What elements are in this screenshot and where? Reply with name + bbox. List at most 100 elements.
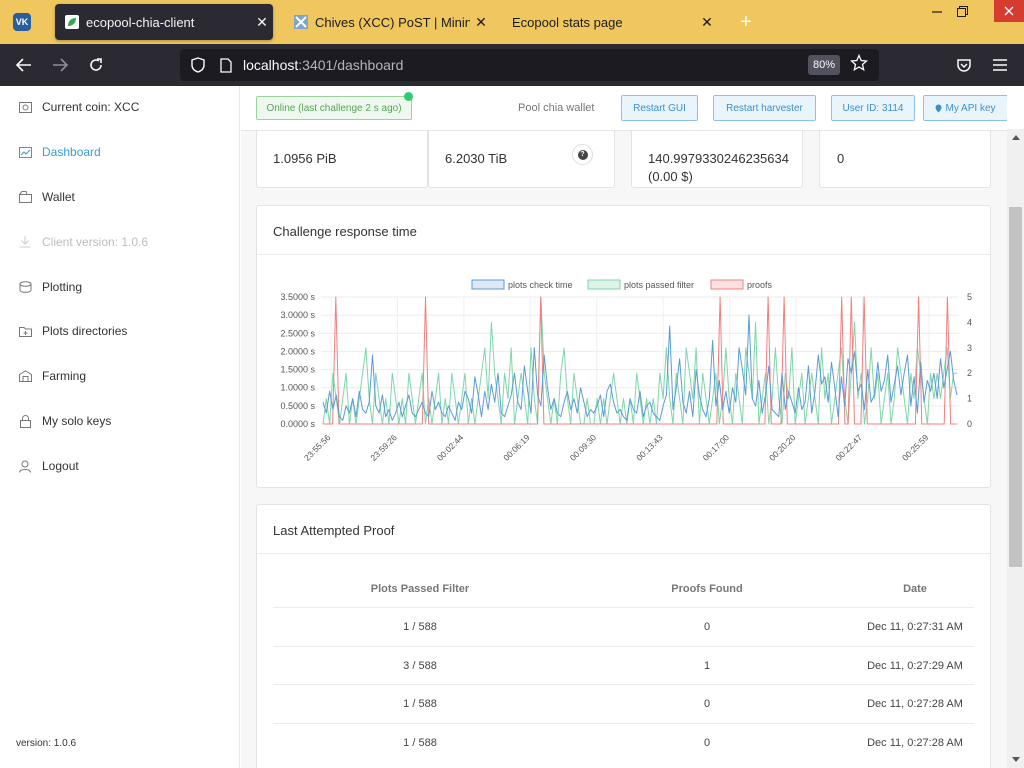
shield-icon[interactable] bbox=[188, 55, 208, 75]
sidebar-item-label: Wallet bbox=[42, 190, 75, 204]
x-tick-label: 00:06:19 bbox=[501, 432, 532, 463]
stat-value: 140.9979330246235634 bbox=[648, 151, 789, 166]
sidebar-item-label: Client version: 1.0.6 bbox=[42, 235, 149, 249]
tab-ecopool-stats[interactable]: Ecopool stats page ✕ bbox=[505, 4, 718, 40]
reload-icon[interactable] bbox=[84, 53, 108, 77]
wallet-icon bbox=[18, 190, 32, 204]
tab-ecopool-client[interactable]: ecopool-chia-client ✕ bbox=[55, 4, 273, 40]
cell-plots-passed: 1 / 588 bbox=[403, 621, 437, 633]
y-right-tick-label: 4 bbox=[967, 317, 972, 327]
user-icon bbox=[18, 459, 32, 473]
legend-label: plots check time bbox=[508, 280, 573, 290]
page-scrollbar[interactable] bbox=[1007, 129, 1024, 768]
y-left-tick-label: 2.0000 s bbox=[280, 346, 315, 356]
api-key-button[interactable]: My API key bbox=[923, 95, 1007, 121]
card-divider bbox=[257, 254, 990, 255]
sidebar-item-logout[interactable]: Logout bbox=[18, 454, 79, 478]
card-title: Challenge response time bbox=[273, 224, 417, 239]
window-close-icon[interactable] bbox=[994, 0, 1024, 22]
cell-proofs-found: 0 bbox=[703, 698, 711, 710]
restart-gui-button[interactable]: Restart GUI bbox=[621, 95, 698, 121]
sidebar-item-label: My solo keys bbox=[42, 414, 112, 428]
restart-harvester-button[interactable]: Restart harvester bbox=[713, 95, 816, 121]
cell-date: Dec 11, 0:27:31 AM bbox=[867, 621, 963, 633]
close-tab-icon[interactable]: ✕ bbox=[256, 13, 268, 30]
status-badge: Online (last challenge 2 s ago) bbox=[256, 96, 412, 120]
folder-icon bbox=[18, 324, 32, 338]
sidebar-item-current-coin[interactable]: Current coin: XCC bbox=[18, 95, 139, 119]
x-tick-label: 00:09:30 bbox=[568, 432, 599, 463]
x-tick-label: 00:20:20 bbox=[767, 432, 798, 463]
stat-value: 6.2030 TiB bbox=[445, 151, 508, 166]
new-tab-button[interactable]: + bbox=[740, 11, 752, 33]
sidebar-item-label: Farming bbox=[42, 369, 87, 383]
scroll-up-arrow-icon[interactable] bbox=[1007, 129, 1024, 146]
restore-icon[interactable] bbox=[947, 0, 977, 22]
pin-icon bbox=[935, 104, 942, 113]
x-tick-label: 00:17:00 bbox=[701, 432, 732, 463]
scrollbar-thumb[interactable] bbox=[1009, 207, 1022, 567]
table-row: 1 / 588 0 Dec 11, 0:27:28 AM bbox=[273, 684, 974, 722]
sidebar-item-farming[interactable]: Farming bbox=[18, 364, 86, 388]
legend-label: proofs bbox=[747, 280, 773, 290]
bookmark-star-icon[interactable] bbox=[849, 53, 869, 77]
scroll-down-arrow-icon[interactable] bbox=[1007, 751, 1024, 768]
sidebar-item-wallet[interactable]: Wallet bbox=[18, 185, 75, 209]
y-right-tick-label: 2 bbox=[967, 368, 972, 378]
table-row: 1 / 588 0 Dec 11, 0:27:28 AM bbox=[273, 723, 974, 761]
forward-arrow-icon[interactable] bbox=[48, 53, 72, 77]
menu-hamburger-icon[interactable] bbox=[988, 53, 1012, 77]
sidebar-item-dashboard[interactable]: Dashboard bbox=[18, 140, 101, 164]
x-tick-label: 00:25:59 bbox=[900, 432, 931, 463]
user-id-button[interactable]: User ID: 3114 bbox=[831, 95, 915, 121]
online-indicator-dot bbox=[404, 92, 413, 101]
coin-icon bbox=[18, 100, 32, 114]
chives-icon bbox=[293, 14, 309, 30]
y-left-tick-label: 1.0000 s bbox=[280, 383, 315, 393]
minimize-icon[interactable] bbox=[922, 0, 952, 22]
table-row: 1 / 588 0 Dec 11, 0:27:31 AM bbox=[273, 607, 974, 645]
tab-title: ecopool-chia-client bbox=[86, 14, 195, 30]
y-left-tick-label: 1.5000 s bbox=[280, 365, 315, 375]
browser-nav-bar: localhost:3401/dashboard 80% bbox=[0, 44, 1024, 86]
cell-plots-passed: 3 / 588 bbox=[403, 660, 437, 672]
sidebar-item-label: Plotting bbox=[42, 280, 83, 294]
y-right-tick-label: 3 bbox=[967, 343, 972, 353]
cell-proofs-found: 0 bbox=[703, 621, 711, 633]
y-left-tick-label: 2.5000 s bbox=[280, 328, 315, 338]
tab-chives[interactable]: Chives (XCC) PoST | Mining Poo ✕ bbox=[284, 4, 492, 40]
x-tick-label: 00:22:47 bbox=[833, 432, 864, 463]
y-left-tick-label: 3.5000 s bbox=[280, 292, 315, 302]
app-version: version: 1.0.6 bbox=[16, 738, 77, 749]
chart-icon bbox=[18, 145, 32, 159]
column-header: Plots Passed Filter bbox=[370, 583, 470, 595]
stat-value-usd: (0.00 $) bbox=[648, 169, 693, 184]
browser-tab-bar: VK ecopool-chia-client ✕ Chives (XCC) Po… bbox=[0, 0, 1024, 44]
cell-plots-passed: 1 / 588 bbox=[403, 737, 437, 749]
zoom-level[interactable]: 80% bbox=[808, 55, 841, 75]
cell-date: Dec 11, 0:27:29 AM bbox=[867, 660, 963, 672]
pinned-tab-vk[interactable]: VK bbox=[0, 0, 44, 44]
back-arrow-icon[interactable] bbox=[12, 53, 36, 77]
pool-wallet-label: Pool chia wallet bbox=[518, 102, 595, 114]
sidebar-item-plots-directories[interactable]: Plots directories bbox=[18, 319, 127, 343]
series-line-proofs bbox=[323, 296, 957, 425]
pocket-icon[interactable] bbox=[952, 53, 976, 77]
close-tab-icon[interactable]: ✕ bbox=[475, 13, 487, 30]
page-icon[interactable] bbox=[216, 55, 236, 75]
sidebar-item-plotting[interactable]: Plotting bbox=[18, 275, 82, 299]
address-bar[interactable]: localhost:3401/dashboard 80% bbox=[180, 49, 879, 81]
tab-title: Ecopool stats page bbox=[512, 14, 623, 30]
cell-proofs-found: 0 bbox=[703, 737, 711, 749]
y-right-tick-label: 5 bbox=[967, 292, 972, 302]
close-tab-icon[interactable]: ✕ bbox=[701, 13, 713, 30]
url-text: localhost:3401/dashboard bbox=[243, 57, 404, 73]
sidebar-item-my-solo-keys[interactable]: My solo keys bbox=[18, 409, 111, 433]
legend-swatch bbox=[710, 279, 744, 290]
column-header: Date bbox=[903, 583, 927, 595]
legend-swatch bbox=[471, 279, 505, 290]
x-tick-label: 00:13:43 bbox=[634, 432, 665, 463]
leaf-icon bbox=[64, 14, 80, 30]
help-icon[interactable]: ? bbox=[572, 144, 593, 165]
y-left-tick-label: 3.0000 s bbox=[280, 310, 315, 320]
